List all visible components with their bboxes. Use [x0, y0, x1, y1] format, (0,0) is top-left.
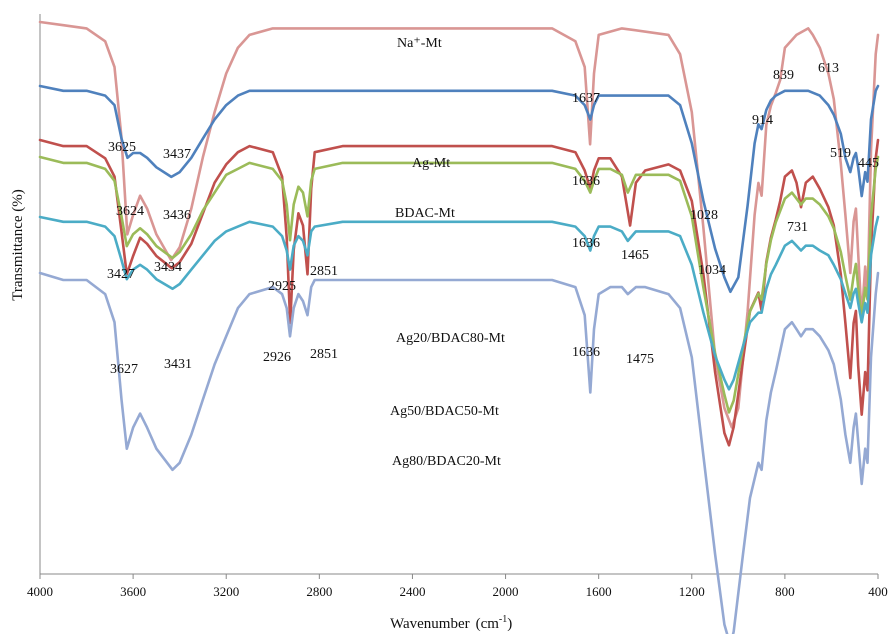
peak-label: 1475 [626, 352, 654, 367]
x-axis-title-main: Wavenumber [390, 616, 470, 632]
peak-label: 1465 [621, 248, 649, 263]
x-tick-label: 1600 [586, 584, 612, 599]
peak-label: 3431 [164, 357, 192, 372]
x-tick-label: 3200 [213, 584, 239, 599]
series-label-bdac-mt: BDAC-Mt [395, 206, 455, 221]
x-tick-label: 1200 [679, 584, 705, 599]
peak-label: 839 [773, 68, 794, 83]
series-label-na-mt: Na⁺-Mt [397, 36, 442, 51]
x-tick-label: 2400 [399, 584, 425, 599]
x-tick-label: 3600 [120, 584, 146, 599]
x-tick-label: 800 [775, 584, 795, 599]
peak-label: 1636 [572, 345, 600, 360]
peak-label: 3436 [163, 208, 191, 223]
series-labels: Na⁺-Mt Ag-Mt BDAC-Mt Ag20/BDAC80-Mt Ag50… [390, 36, 505, 469]
series-line-5 [38, 271, 880, 634]
peak-label: 519 [830, 146, 851, 161]
x-axis-title-unit: (cm [476, 616, 500, 632]
series-line-1 [38, 84, 880, 294]
peak-label: 3627 [110, 362, 138, 377]
peak-label: 613 [818, 61, 839, 76]
x-axis-title-sup: -1 [499, 614, 507, 625]
peak-label: 2851 [310, 264, 338, 279]
plot-area [39, 14, 878, 575]
series-label-ag20-bdac80-mt: Ag20/BDAC80-Mt [396, 331, 505, 346]
x-tick-label: 4000 [27, 584, 53, 599]
peak-label: 445 [858, 156, 879, 171]
peak-label: 3437 [163, 147, 191, 162]
peak-label: 3624 [116, 204, 144, 219]
series-line-2 [38, 138, 880, 447]
peak-label: 731 [787, 220, 808, 235]
series-line-0 [38, 20, 880, 429]
peak-label: 2851 [310, 347, 338, 362]
peak-label: 1028 [690, 208, 718, 223]
peak-label: 1637 [572, 91, 600, 106]
series-label-ag-mt: Ag-Mt [412, 156, 450, 171]
series-line-3 [38, 155, 880, 414]
x-tick-label: 2000 [493, 584, 519, 599]
peak-labels: 3625 3437 1637 914 839 613 519 445 1028 … [107, 61, 879, 377]
series-label-ag80-bdac20-mt: Ag80/BDAC20-Mt [392, 454, 501, 469]
peak-label: 3427 [107, 267, 135, 282]
series-line-4 [38, 215, 880, 391]
series-lines [38, 20, 880, 634]
x-axis-ticks: 4000 3600 3200 2800 2400 2000 1600 1200 800 400 [27, 574, 888, 599]
peak-label: 914 [752, 113, 773, 128]
x-tick-label: 400 [868, 584, 888, 599]
peak-label: 2926 [263, 350, 291, 365]
x-axis-title: Wavenumber (cm-1) [390, 614, 512, 632]
peak-label: 1636 [572, 236, 600, 251]
peak-label: 1636 [572, 174, 600, 189]
peak-label: 3434 [154, 260, 182, 275]
peak-label: 1034 [698, 263, 726, 278]
y-axis-title: Transmittance (%) [10, 189, 26, 301]
series-label-ag50-bdac50-mt: Ag50/BDAC50-Mt [390, 404, 499, 419]
x-tick-label: 2800 [306, 584, 332, 599]
peak-label: 3625 [108, 140, 136, 155]
peak-label: 2925 [268, 279, 296, 294]
x-axis-title-close: ) [507, 616, 512, 632]
